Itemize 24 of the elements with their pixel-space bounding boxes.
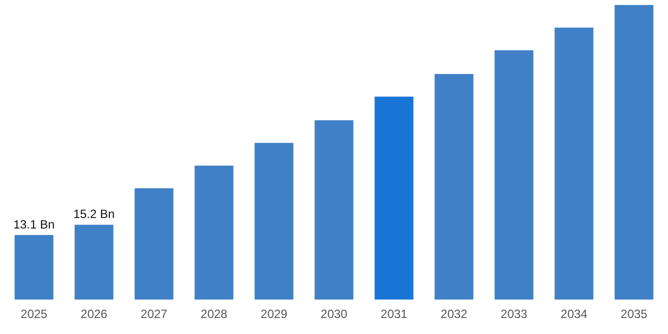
x-tick-label: 2035 — [620, 307, 648, 322]
data-label: 13.1 Bn — [13, 217, 55, 232]
x-tick-label: 2026 — [80, 307, 108, 322]
x-tick-label: 2034 — [560, 307, 588, 322]
bar — [614, 4, 654, 300]
x-tick-label: 2032 — [440, 307, 468, 322]
bar — [14, 235, 54, 300]
bar — [254, 142, 294, 300]
bar — [434, 74, 474, 300]
x-tick-label: 2030 — [320, 307, 348, 322]
bar — [554, 28, 594, 300]
x-tick-label: 2029 — [260, 307, 288, 322]
bar — [494, 50, 534, 300]
bar — [314, 120, 354, 300]
bar — [194, 166, 234, 300]
x-tick-label: 2027 — [140, 307, 168, 322]
bar — [134, 188, 174, 300]
x-tick-label: 2025 — [20, 307, 48, 322]
data-label: 15.2 Bn — [73, 207, 115, 222]
x-tick-label: 2028 — [200, 307, 228, 322]
bar — [374, 96, 414, 300]
x-tick-label: 2031 — [380, 307, 408, 322]
x-tick-label: 2033 — [500, 307, 528, 322]
bar — [74, 224, 114, 300]
